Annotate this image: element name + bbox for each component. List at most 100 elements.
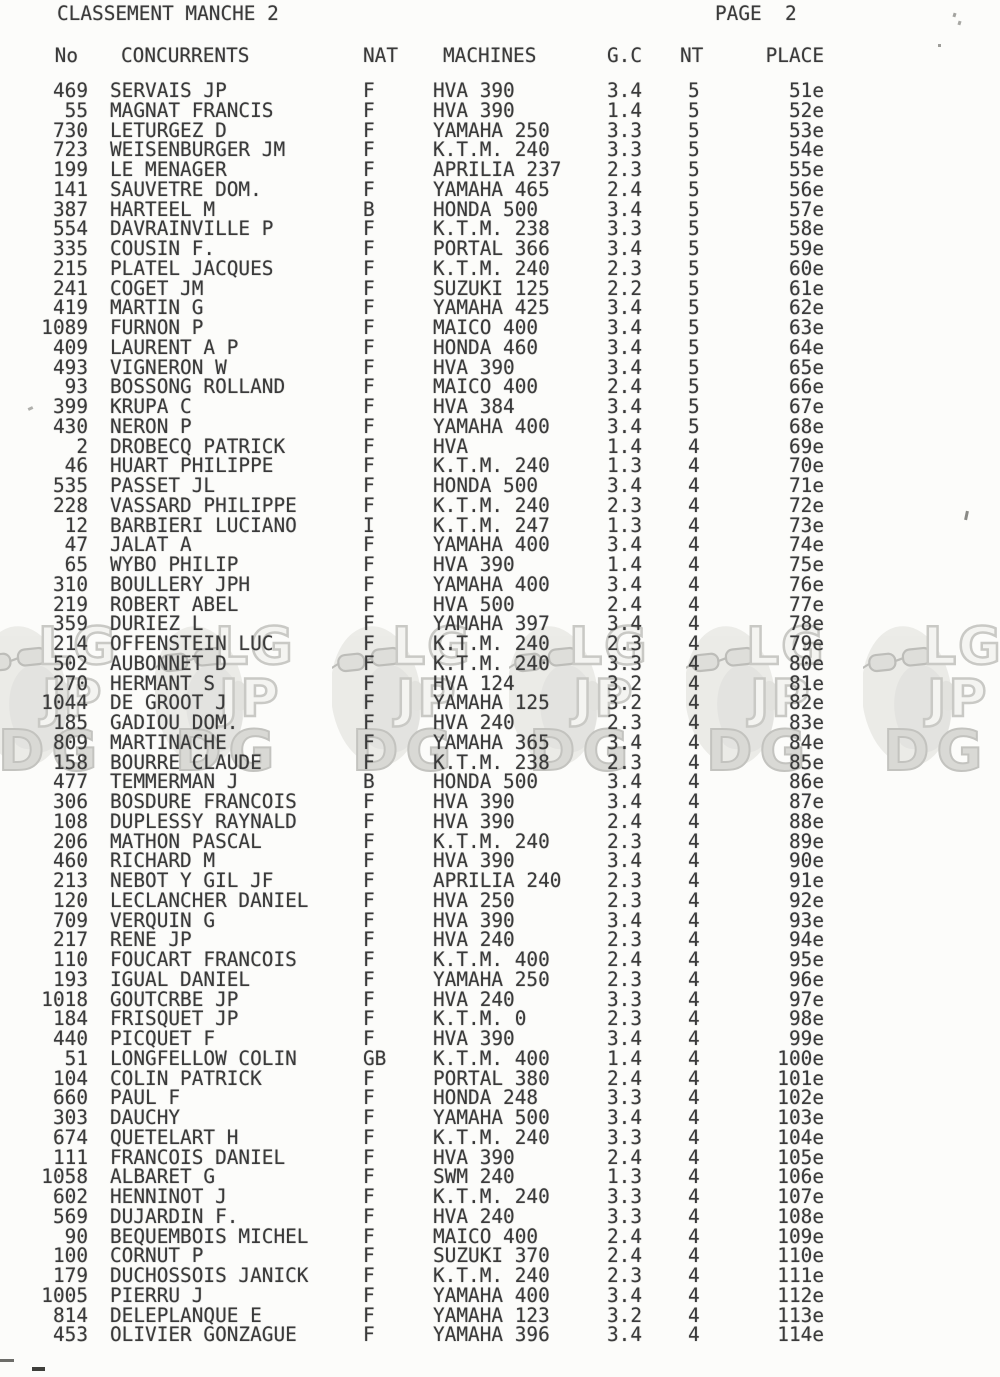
nationality: F [363,1264,375,1287]
machine: HVA 390 [433,1027,515,1050]
rider-number: 158 [52,750,88,774]
place-rank: 80e [788,651,824,675]
nationality: F [363,553,375,576]
scan-speck [964,510,969,521]
table-row: 460 RICHARD M F HVA 390 3.4 4 90e [0,851,824,871]
rider-name: LETURGEZ D [110,118,227,142]
place-rank: 57e [788,197,824,221]
nationality: F [363,296,375,320]
place-rank: 114e [777,1323,824,1347]
rider-name: DROBECQ PATRICK [110,434,286,458]
place-rank: 72e [788,493,824,517]
table-row: 399 KRUPA C F HVA 384 3.4 5 67e [0,397,824,417]
gc-score: 3.3 [607,987,643,1011]
rider-name: VERQUIN G [110,908,216,932]
nationality: B [363,770,375,794]
table-row: 46 HUART PHILIPPE F K.T.M. 240 1.3 4 70e [0,456,824,476]
nationality: F [363,493,375,517]
table-row: 90 BEQUEMBOIS MICHEL F MAICO 400 2.4 4 1… [0,1226,824,1247]
place-rank: 58e [788,217,824,241]
machine: SUZUKI 370 [433,1244,550,1268]
nt-score: 5 [688,414,700,438]
place-rank: 95e [788,948,824,971]
gc-score: 3.2 [607,1303,643,1327]
table-row: 814 DELEPLANQUE E F YAMAHA 123 3.2 4 113… [0,1303,824,1327]
rider-name: JALAT A [110,533,192,557]
rider-name: VIGNERON W [110,355,227,379]
rider-number: 206 [52,829,88,853]
nt-score: 4 [688,612,700,636]
nationality: F [363,533,375,557]
svg-text:JP: JP [393,669,457,729]
nationality: F [363,809,375,833]
place-rank: 74e [788,533,824,557]
rider-number: 469 [52,79,88,102]
gc-score: 2.3 [607,829,643,853]
rider-number: 419 [52,296,88,320]
rider-name: WEISENBURGER JM [110,138,286,162]
nt-score: 4 [688,1106,700,1129]
nt-score: 5 [688,217,700,241]
nationality: F [363,750,375,774]
nt-score: 4 [688,849,700,873]
place-rank: 99e [788,1027,824,1050]
rider-name: PASSET JL [110,474,216,497]
nt-score: 4 [688,888,700,912]
gc-score: 3.4 [607,237,643,260]
watermark-logo: LG JP DG [684,612,863,785]
nationality: F [363,711,375,734]
place-rank: 69e [788,434,824,458]
nationality: F [363,651,375,675]
gc-score: 2.4 [607,177,643,201]
nt-score: 4 [688,829,700,853]
nt-score: 5 [688,79,700,102]
gc-score: 2.3 [607,750,643,774]
machine: PORTAL 380 [433,1066,550,1090]
rider-number: 185 [52,711,88,734]
gc-score: 2.4 [607,948,643,971]
gc-score: 3.4 [607,296,643,320]
table-row: 1058 ALBARET G F SWM 240 1.3 4 106e [0,1167,824,1187]
gc-score: 2.3 [607,256,643,280]
machine: HONDA 500 [433,474,539,497]
rider-name: DAVRAINVILLE P [110,217,274,241]
machine: YAMAHA 400 [433,572,550,596]
machine: APRILIA 237 [433,158,562,181]
place-rank: 77e [788,592,824,616]
nt-score: 5 [688,335,700,359]
gc-score: 3.3 [607,1185,643,1208]
rider-number: 65 [64,553,88,576]
rider-name: BOSSONG ROLLAND [110,375,286,399]
nt-score: 5 [688,138,700,162]
place-rank: 105e [777,1145,824,1169]
gc-score: 2.4 [607,1244,643,1268]
nationality: F [363,1244,375,1268]
nt-score: 4 [688,454,700,478]
place-rank: 76e [788,572,824,596]
machine: YAMAHA 425 [433,296,550,320]
place-rank: 86e [788,770,824,794]
svg-text:JP: JP [216,669,280,729]
rider-number: 1005 [41,1283,88,1307]
machine: HONDA 500 [433,197,539,221]
machine: K.T.M. 240 [433,454,550,478]
rider-name: TEMMERMAN J [110,770,239,794]
nationality: F [363,1066,375,1090]
svg-text:LG: LG [392,617,472,677]
place-rank: 75e [788,553,824,576]
nationality: F [363,1145,375,1169]
machine: K.T.M. 238 [433,217,550,241]
table-row: 110 FOUCART FRANCOIS F K.T.M. 400 2.4 4 … [0,950,824,970]
nationality: F [363,869,375,892]
rider-number: 104 [52,1066,88,1090]
machine: HVA 384 [433,395,515,418]
nt-score: 4 [688,790,700,813]
page-title: CLASSEMENT MANCHE 2 [57,2,279,25]
svg-text:DG: DG [529,719,635,774]
table-header-row: No CONCURRENTS NAT MACHINES G.C NT PLACE [0,46,824,66]
nationality: F [363,434,375,458]
place-rank: 79e [788,632,824,655]
rider-name: OLIVIER GONZAGUE [110,1323,297,1347]
table-row: 12 BARBIERI LUCIANO I K.T.M. 247 1.3 4 7… [0,515,824,536]
table-row: 730 LETURGEZ D F YAMAHA 250 3.3 5 53e [0,118,824,142]
